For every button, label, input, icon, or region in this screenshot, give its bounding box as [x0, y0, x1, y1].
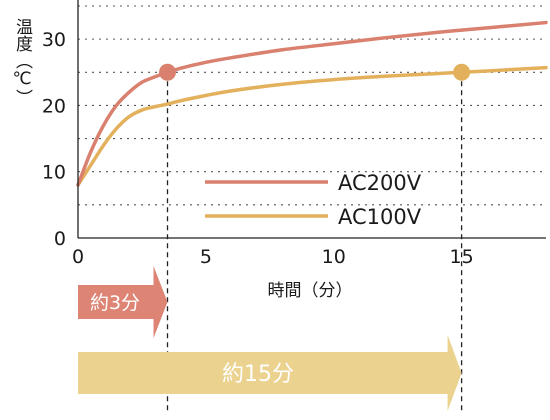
x-tick-label: 5	[200, 246, 212, 268]
series-line-ac100v	[76, 65, 548, 187]
arrow-15min	[78, 335, 462, 411]
arrow-3min-label: 約3分	[90, 292, 140, 314]
tick-labels: 0 10 20 30 0 5 10 15	[42, 29, 474, 268]
marker-ac200v	[159, 63, 177, 81]
legend: AC200V AC100V	[205, 171, 422, 229]
arrow-3min	[78, 266, 168, 338]
y-tick-label: 20	[42, 95, 66, 117]
y-tick-label: 0	[54, 228, 66, 250]
y-tick-label: 30	[42, 29, 66, 51]
arrow-15min-label: 約15分	[222, 362, 294, 387]
grid-lines	[78, 5, 546, 206]
y-axis-label: 温度（℃）	[12, 18, 33, 106]
x-tick-label: 15	[450, 246, 474, 268]
marker-ac100v	[453, 63, 471, 81]
x-axis-label: 時間（分）	[268, 281, 353, 301]
x-tick-label: 0	[72, 246, 84, 268]
y-tick-label: 10	[42, 162, 66, 184]
annotation-arrows: 約3分 約15分	[78, 266, 462, 411]
axes	[77, 0, 546, 239]
legend-label-ac100v: AC100V	[338, 205, 422, 229]
legend-label-ac200v: AC200V	[338, 171, 422, 195]
series-line-ac200v	[76, 20, 548, 187]
series-lines	[76, 20, 548, 187]
x-tick-label: 10	[322, 246, 346, 268]
markers	[159, 63, 471, 81]
